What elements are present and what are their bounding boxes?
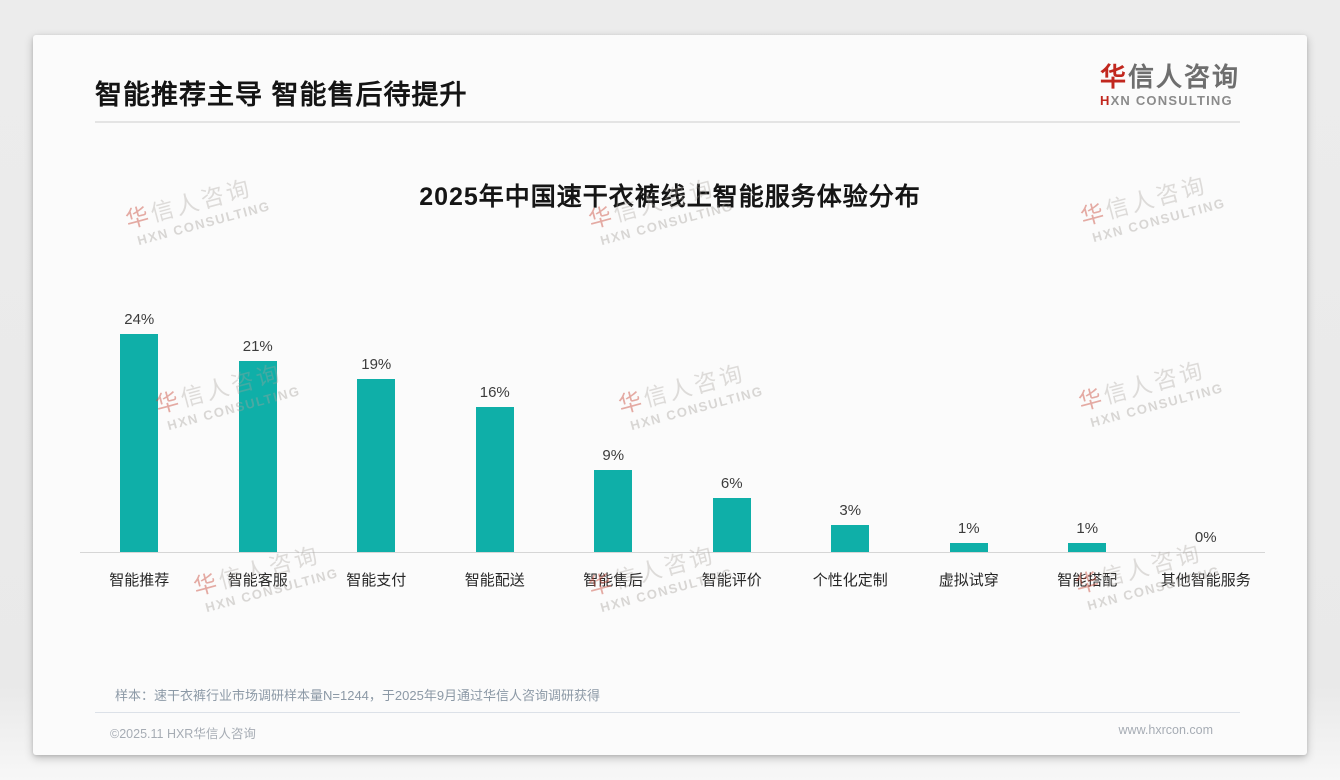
bar-chart: 24% 21% 19% 16% 9% 6% 3% 1% 1% 0% 智能推荐 智能客服 智能支付 智能配… <box>80 281 1265 590</box>
bar-value-label: 6% <box>720 475 743 492</box>
bar-value-label: 24% <box>124 311 155 328</box>
copyright-text: ©2025.11 HXR华信人咨询 <box>110 727 256 741</box>
bar-value-label: 21% <box>242 338 273 355</box>
bar-value-label: 1% <box>1076 520 1099 537</box>
brand-logo-en-accent: H <box>1099 92 1111 108</box>
brand-logo: 华信人咨询 HXN CONSULTING <box>1099 62 1240 108</box>
axis-category-label: 智能支付 <box>346 572 407 589</box>
brand-logo-english: HXN CONSULTING <box>1100 93 1240 108</box>
bar <box>238 361 277 552</box>
axis-category-label: 智能售后 <box>583 572 644 589</box>
bar-chart-category-axis: 智能推荐 智能客服 智能支付 智能配送 智能售后 智能评价 个性化定制 虚拟试穿 智能搭配 其他智… <box>80 553 1265 590</box>
bar <box>594 470 633 552</box>
bar-group: 16% <box>436 384 555 552</box>
bar-group: 21% <box>199 338 318 552</box>
bar-value-label: 19% <box>361 356 392 373</box>
bar-group: 19% <box>317 356 436 552</box>
bar-group: 9% <box>554 447 673 552</box>
bar <box>357 379 396 552</box>
bar-group: 24% <box>80 311 199 552</box>
brand-logo-cn-accent: 华 <box>1099 62 1128 92</box>
brand-logo-chinese: 华信人咨询 <box>1099 62 1240 93</box>
source-note: 样本：速干衣裤行业市场调研样本量N=1244，于2025年9月通过华信人咨询调研… <box>115 688 601 703</box>
bar <box>712 498 751 552</box>
bar-group: 1% <box>1028 520 1147 552</box>
bar <box>475 407 514 552</box>
bar <box>1068 543 1107 552</box>
bar-group: 6% <box>673 475 792 552</box>
bar-value-label: 3% <box>839 502 862 519</box>
axis-category-label: 个性化定制 <box>812 572 888 589</box>
axis-category-label: 智能推荐 <box>109 572 170 589</box>
brand-logo-en-rest: XN CONSULTING <box>1110 92 1233 108</box>
footer-divider <box>95 712 1240 713</box>
header-divider <box>95 121 1240 123</box>
axis-category-label: 其他智能服务 <box>1160 572 1251 589</box>
axis-category-label: 虚拟试穿 <box>938 572 999 589</box>
page-title: 智能推荐主导 智能售后待提升 <box>95 80 468 110</box>
axis-category-label: 智能搭配 <box>1057 572 1118 589</box>
axis-category-label: 智能客服 <box>227 572 288 589</box>
bar-value-label: 1% <box>957 520 980 537</box>
slide-card: 智能推荐主导 智能售后待提升 华信人咨询 HXN CONSULTING 2025… <box>33 35 1307 755</box>
axis-category-label: 智能评价 <box>701 572 762 589</box>
bar-group: 0% <box>1147 529 1266 552</box>
bar-group: 3% <box>791 502 910 552</box>
bar <box>949 543 988 552</box>
axis-category-label: 智能配送 <box>464 572 525 589</box>
website-text: www.hxrcon.com <box>1118 723 1213 737</box>
brand-logo-cn-rest: 信人咨询 <box>1127 62 1240 92</box>
bar-value-label: 0% <box>1194 529 1217 546</box>
bar <box>120 334 159 552</box>
chart-title: 2025年中国速干衣裤线上智能服务体验分布 <box>419 183 921 211</box>
bar-chart-plot-area: 24% 21% 19% 16% 9% 6% 3% 1% 1% 0% <box>80 281 1265 553</box>
bar <box>831 525 870 552</box>
bar-value-label: 9% <box>602 447 625 464</box>
bar-value-label: 16% <box>479 384 510 401</box>
bar-group: 1% <box>910 520 1029 552</box>
